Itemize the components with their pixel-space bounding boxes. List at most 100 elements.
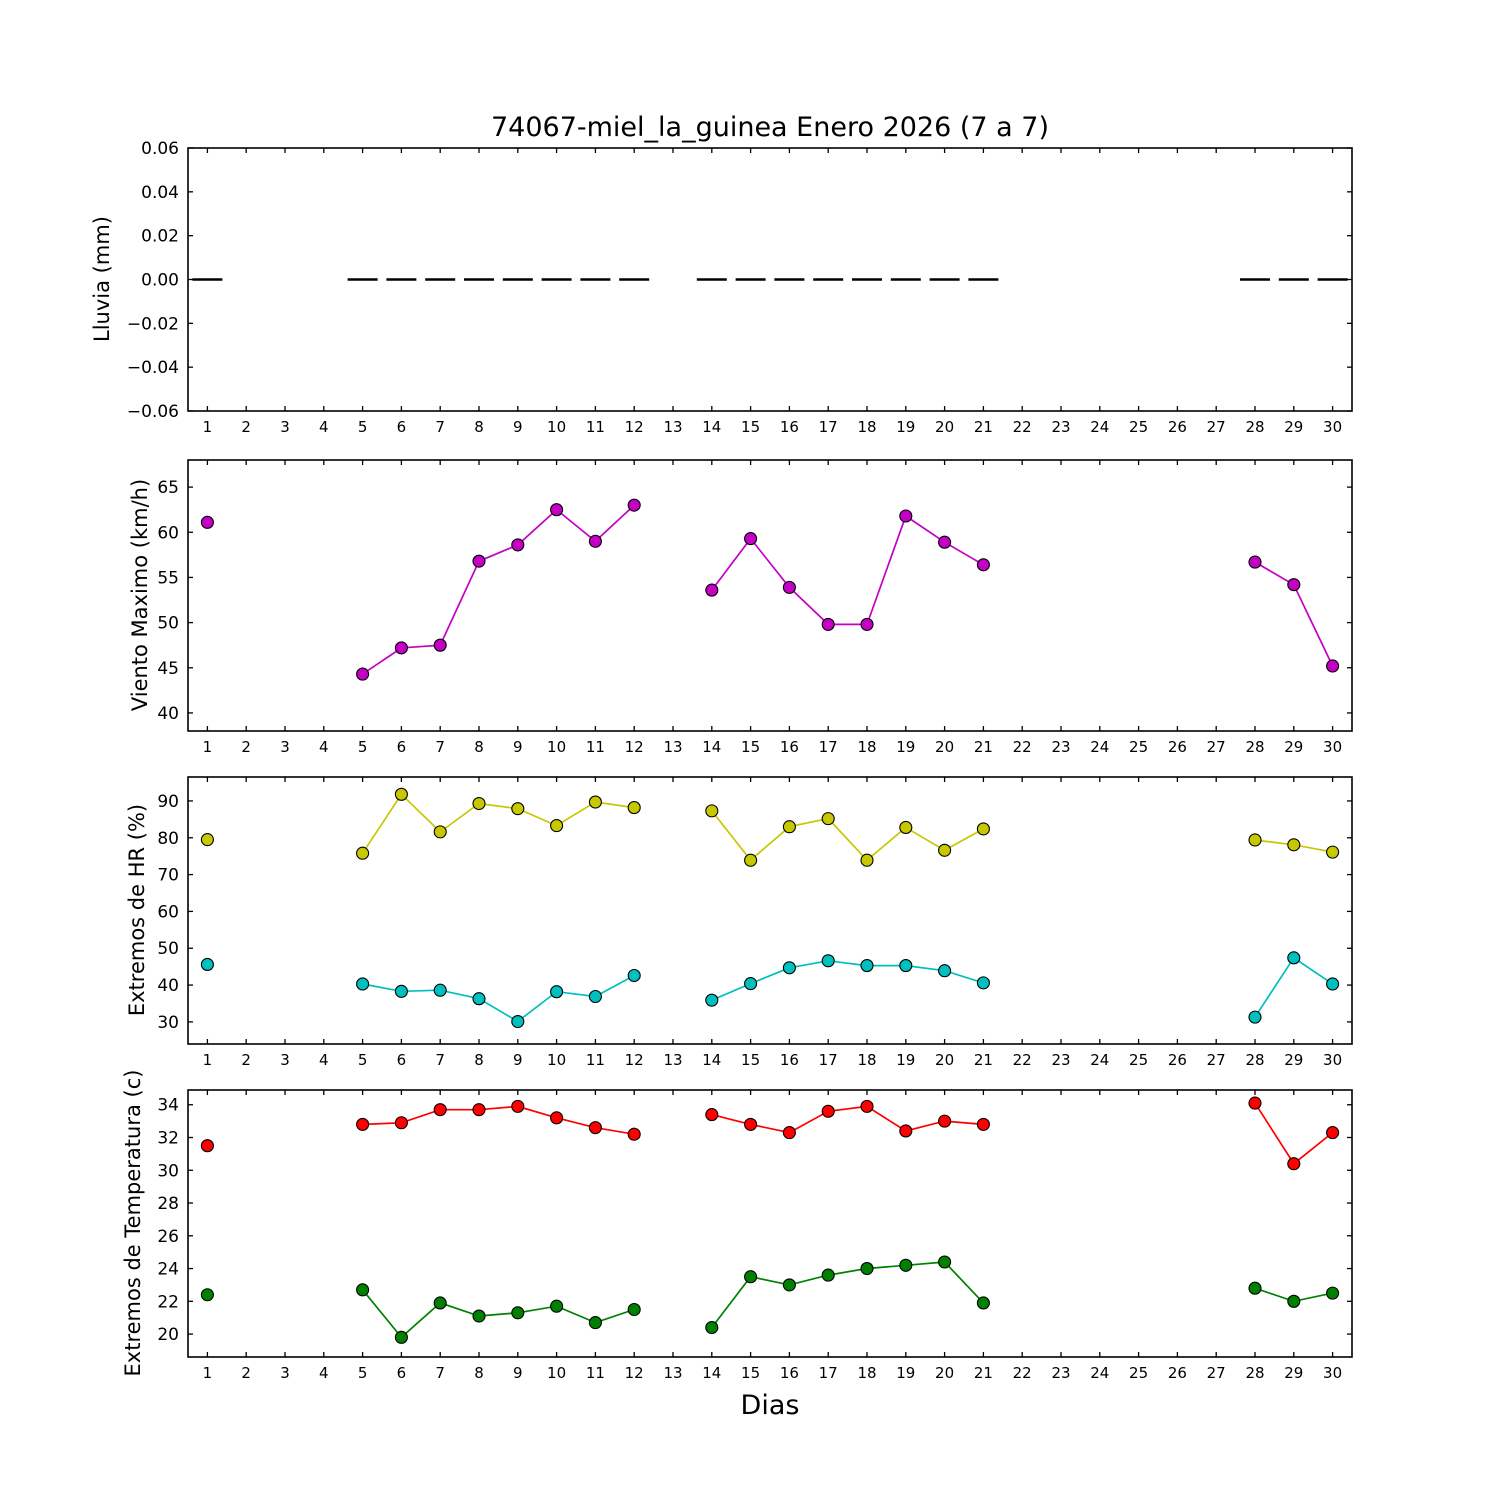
x-tick-label: 2: [241, 1364, 251, 1382]
data-point: [821, 954, 835, 968]
x-tick-label: 16: [780, 418, 799, 436]
x-tick-label: 18: [857, 1364, 876, 1382]
y-ticks-temperatura: 20 22 24 26 28 30 32 34: [157, 1096, 1352, 1345]
y-tick-label: 0.00: [141, 271, 179, 291]
data-point: [1287, 1157, 1301, 1171]
data-point: [433, 825, 447, 839]
x-tick-label: 12: [625, 1364, 644, 1382]
x-tick-label: 27: [1207, 1051, 1226, 1069]
x-tick-label: 26: [1168, 418, 1187, 436]
data-point: [860, 1099, 874, 1113]
x-tick-label: 23: [1051, 1051, 1070, 1069]
series-temp_maxima: [200, 1096, 1340, 1171]
x-tick-label: 10: [547, 1051, 566, 1069]
x-tick-label: 29: [1284, 1051, 1303, 1069]
data-point: [394, 787, 408, 801]
y-axis-label-viento: Viento Maximo (km/h): [128, 478, 152, 712]
x-tick-label: 29: [1284, 738, 1303, 756]
data-point: [705, 583, 719, 597]
data-point: [433, 1103, 447, 1117]
series-line: [711, 514, 984, 626]
x-tick-label: 13: [663, 418, 682, 436]
data-point: [356, 1117, 370, 1131]
x-tick-label: 7: [435, 738, 445, 756]
y-tick-label: 24: [157, 1260, 179, 1280]
x-tick-label: 1: [203, 418, 213, 436]
data-point: [433, 638, 447, 652]
y-tick-label: 0.04: [141, 183, 179, 203]
axes-frame: [187, 776, 1353, 1045]
series-line: [711, 810, 984, 862]
x-tick-label: 22: [1013, 1364, 1032, 1382]
x-tick-label: 14: [702, 1364, 721, 1382]
y-ticks-lluvia: 0.06 0.04 0.02 0.00 −0.02 −0.04 −0.06: [127, 139, 1352, 422]
data-point: [200, 1139, 214, 1153]
data-point: [705, 993, 719, 1007]
x-tick-label: 15: [741, 1364, 760, 1382]
data-point: [550, 503, 564, 517]
x-tick-label: 12: [625, 418, 644, 436]
data-point: [938, 1114, 952, 1128]
x-tick-label: 5: [358, 1051, 368, 1069]
x-tick-label: 25: [1129, 1051, 1148, 1069]
data-point: [860, 959, 874, 973]
data-point: [356, 667, 370, 681]
x-tick-label: 2: [241, 418, 251, 436]
x-tick-label: 25: [1129, 1364, 1148, 1382]
y-tick-label: 30: [157, 1161, 179, 1181]
x-tick-label: 12: [625, 1051, 644, 1069]
data-point: [976, 1296, 990, 1310]
data-point: [1326, 1126, 1340, 1140]
x-tick-label: 1: [203, 1364, 213, 1382]
x-tick-label: 28: [1245, 738, 1264, 756]
series-line: [1254, 561, 1334, 667]
x-tick-label: 4: [319, 418, 329, 436]
y-tick-label: −0.06: [127, 402, 179, 422]
x-tick-label: 18: [857, 738, 876, 756]
x-tick-label: 17: [819, 738, 838, 756]
x-tick-label: 4: [319, 1364, 329, 1382]
x-tick-label: 13: [663, 1051, 682, 1069]
data-point: [356, 846, 370, 860]
x-tick-label: 10: [547, 1364, 566, 1382]
data-point: [744, 977, 758, 991]
x-tick-label: 16: [780, 1051, 799, 1069]
data-point: [782, 961, 796, 975]
y-tick-label: 32: [157, 1129, 179, 1149]
x-tick-label: 6: [397, 1364, 407, 1382]
y-tick-label: 60: [157, 902, 179, 922]
y-tick-label: 26: [157, 1227, 179, 1247]
data-point: [938, 964, 952, 978]
data-point: [899, 959, 913, 973]
y-tick-label: 28: [157, 1194, 179, 1214]
x-tick-label: 28: [1245, 418, 1264, 436]
y-tick-label: 50: [157, 939, 179, 959]
x-tick-label: 10: [547, 738, 566, 756]
data-point: [627, 1302, 641, 1317]
data-point: [433, 983, 447, 997]
x-axis-label: Dias: [740, 1390, 800, 1421]
data-point: [511, 1099, 525, 1113]
data-point: [550, 1111, 564, 1125]
x-tick-label: 11: [586, 1364, 605, 1382]
x-tick-label: 24: [1090, 1364, 1109, 1382]
x-tick-label: 30: [1323, 1051, 1342, 1069]
x-tick-label: 27: [1207, 1364, 1226, 1382]
data-point: [394, 641, 408, 655]
x-tick-label: 19: [896, 1051, 915, 1069]
x-tick-label: 17: [819, 1364, 838, 1382]
x-tick-label: 9: [513, 1051, 523, 1069]
data-point: [627, 1127, 641, 1141]
x-tick-label: 10: [547, 418, 566, 436]
y-tick-label: 22: [157, 1292, 179, 1312]
data-point: [744, 853, 758, 867]
series-line: [711, 1105, 984, 1134]
y-tick-label: 0.06: [141, 139, 179, 159]
series-temp_minima: [200, 1255, 1340, 1344]
y-tick-label: 40: [157, 976, 179, 996]
x-tick-label: 26: [1168, 1051, 1187, 1069]
y-tick-label: 50: [157, 614, 179, 634]
data-point: [821, 812, 835, 826]
x-tick-label: 24: [1090, 418, 1109, 436]
